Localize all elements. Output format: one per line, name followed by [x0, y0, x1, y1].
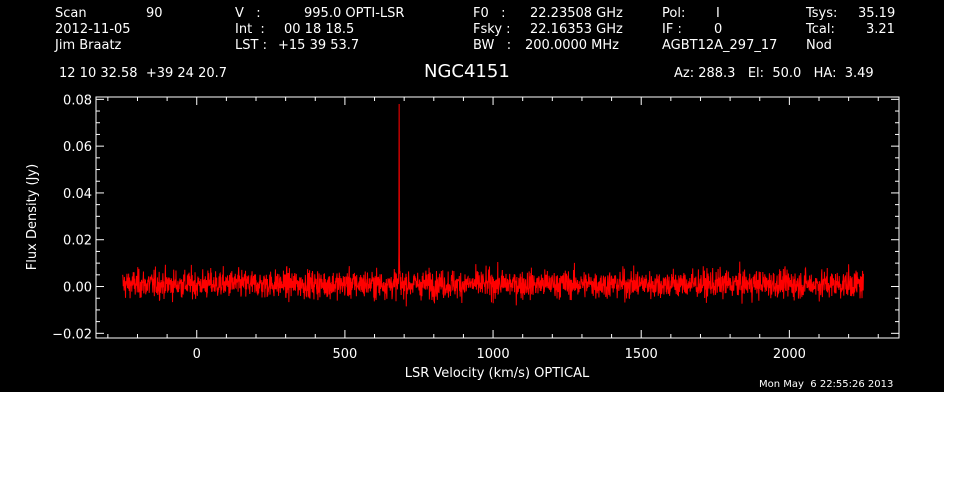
- x-tick-label: 2000: [773, 347, 806, 362]
- plot-timestamp: Mon May 6 22:55:26 2013: [759, 379, 894, 390]
- y-tick-label: 0.02: [63, 234, 92, 249]
- y-tick-label: 0.08: [63, 93, 92, 108]
- obs-date: 2012-11-05: [55, 22, 131, 37]
- project-id: AGBT12A_297_17: [662, 38, 778, 53]
- y-axis-label: Flux Density (Jy): [25, 164, 40, 270]
- v-label: V :: [235, 6, 261, 21]
- tsys-label: Tsys:: [806, 6, 838, 21]
- tcal-label: Tcal:: [806, 22, 835, 37]
- x-tick-label: 500: [332, 347, 357, 362]
- observer: Jim Braatz: [55, 38, 122, 53]
- v-value: 995.0 OPTI-LSR: [304, 6, 405, 21]
- tsys-value: 35.19: [858, 6, 896, 21]
- source-coordinates: 12 10 32.58 +39 24 20.7: [59, 66, 228, 81]
- y-tick-label: 0.04: [63, 187, 92, 202]
- spectrum-chart: 0 500 1000 1500 2000 −0.02 0.00 0.02 0.04 0.06 0.0…: [25, 93, 900, 381]
- tcal-value: 3.21: [866, 22, 895, 37]
- scan-value: 90: [146, 6, 163, 21]
- plot-frame: [95, 96, 900, 339]
- if-value: 0: [714, 22, 723, 37]
- y-tick-label: 0.06: [63, 140, 92, 155]
- f0-value: 22.23508 GHz: [530, 6, 623, 21]
- fsky-value: 22.16353 GHz: [530, 22, 623, 37]
- int-label: Int :: [235, 22, 265, 37]
- bw-value: 200.0000 MHz: [525, 38, 619, 53]
- f0-label: F0 :: [473, 6, 506, 21]
- if-label: IF :: [662, 22, 682, 37]
- ticks-layer: 0 500 1000 1500 2000 −0.02 0.00 0.02 0.04 0.06 0.0…: [52, 93, 899, 362]
- bw-label: BW :: [473, 38, 512, 53]
- x-tick-label: 0: [193, 347, 201, 362]
- fsky-label: Fsky :: [473, 22, 511, 37]
- lst-label: LST :: [235, 38, 267, 53]
- x-tick-label: 1000: [477, 347, 510, 362]
- source-name: NGC4151: [424, 61, 510, 82]
- plot-window: Scan 90 2012-11-05 Jim Braatz V : 995.0 …: [0, 0, 944, 392]
- int-value: 00 18 18.5: [284, 22, 355, 37]
- scan-label: Scan: [55, 6, 87, 21]
- az-el-ha: Az: 288.3 El: 50.0 HA: 3.49: [674, 66, 874, 81]
- trace-layer: [122, 104, 864, 307]
- x-axis-label: LSR Velocity (km/s) OPTICAL: [405, 366, 590, 381]
- spectrum-trace: [122, 104, 864, 307]
- pol-label: Pol:: [662, 6, 686, 21]
- pol-value: I: [716, 6, 720, 21]
- x-tick-label: 1500: [625, 347, 658, 362]
- y-tick-label: 0.00: [63, 281, 92, 296]
- lst-value: +15 39 53.7: [278, 38, 360, 53]
- y-tick-label: −0.02: [52, 327, 92, 342]
- obs-mode: Nod: [806, 38, 832, 53]
